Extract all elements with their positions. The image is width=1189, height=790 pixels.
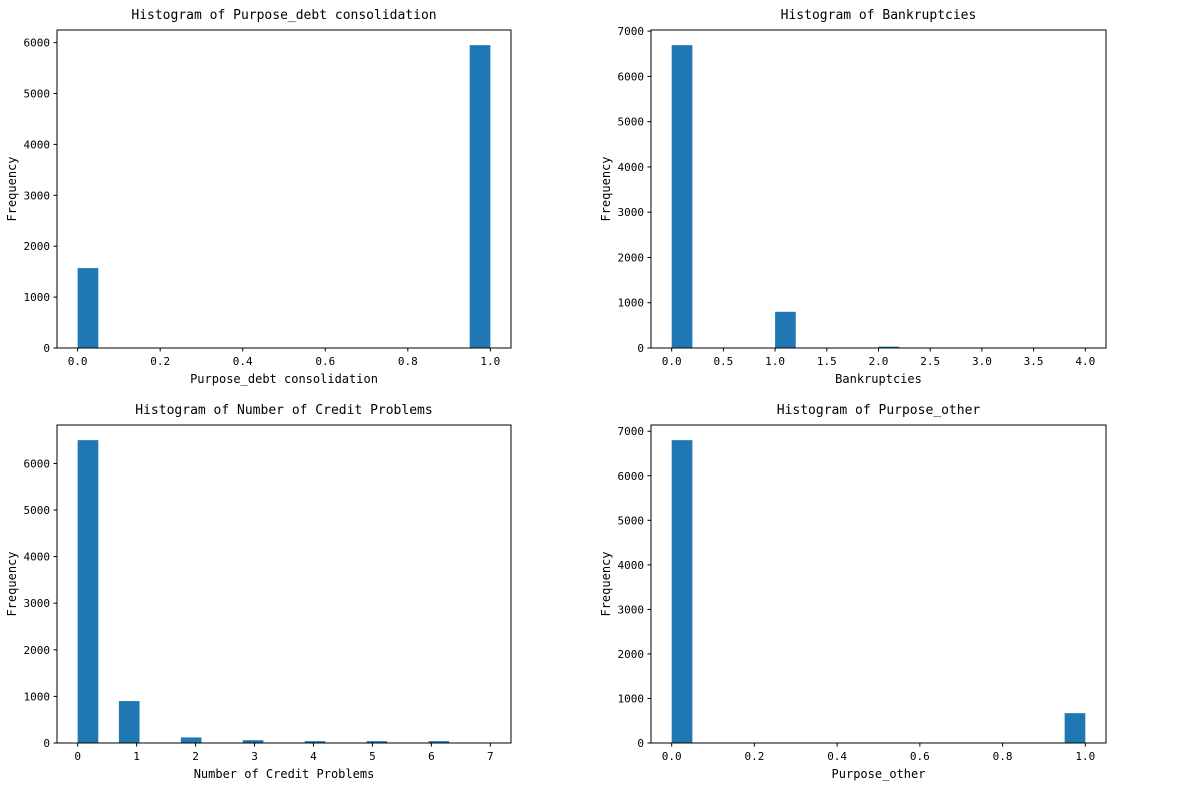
y-tick-label: 2000	[24, 644, 51, 657]
y-axis-label: Frequency	[599, 551, 613, 616]
y-tick-label: 5000	[24, 504, 51, 517]
histogram-svg: 0 1 2 3 4 5 6 7 0 1000 2000 3000 4000 5000 6000 Histogr…	[5, 403, 512, 781]
y-tick-label: 1000	[24, 291, 51, 304]
histogram-svg: 0.0 0.2 0.4 0.6 0.8 1.0 0 1000 2000 3000 4000 5000 6…	[599, 403, 1107, 781]
x-tick-label: 4.0	[1075, 355, 1095, 368]
y-tick-label: 5000	[618, 116, 645, 129]
y-tick-label: 4000	[24, 138, 51, 151]
x-axis-label: Number of Credit Problems	[194, 767, 375, 781]
y-tick-label: 1000	[618, 297, 645, 310]
y-tick-label: 3000	[24, 597, 51, 610]
x-tick-label: 0.2	[744, 750, 764, 763]
x-tick-label: 4	[310, 750, 317, 763]
x-tick-label: 3.5	[1024, 355, 1044, 368]
y-tick-label: 5000	[24, 88, 51, 101]
y-tick-label: 5000	[618, 514, 645, 527]
x-tick-label: 0	[74, 750, 81, 763]
histogram-bar	[428, 741, 450, 743]
x-tick-label: 2.5	[920, 355, 940, 368]
x-tick-label: 0.4	[827, 750, 847, 763]
histogram-bar	[671, 440, 693, 743]
x-axis-label: Bankruptcies	[835, 372, 922, 386]
histogram-bar	[77, 440, 99, 743]
x-tick-label: 3	[251, 750, 258, 763]
subplot-number-of-credit-problems: 0 1 2 3 4 5 6 7 0 1000 2000 3000 4000 5000 6000 Histogr…	[0, 395, 594, 790]
y-tick-label: 3000	[24, 189, 51, 202]
y-axis-label: Frequency	[599, 156, 613, 221]
y-tick-label: 7000	[618, 25, 645, 38]
histogram-svg: 0.0 0.5 1.0 1.5 2.0 2.5 3.0 3.5 4.0 0 1000 2000 3000…	[599, 8, 1107, 386]
y-tick-label: 4000	[618, 161, 645, 174]
x-tick-label: 0.6	[910, 750, 930, 763]
y-tick-label: 4000	[618, 559, 645, 572]
x-tick-label: 5	[369, 750, 376, 763]
y-tick-label: 6000	[24, 37, 51, 50]
y-tick-label: 2000	[24, 240, 51, 253]
y-tick-label: 6000	[618, 70, 645, 83]
axes-frame	[650, 29, 1107, 349]
x-tick-label: 7	[487, 750, 494, 763]
x-axis-label: Purpose_debt consolidation	[190, 372, 378, 386]
histogram-bar	[1064, 713, 1086, 743]
y-tick-label: 1000	[618, 692, 645, 705]
y-tick-label: 2000	[618, 648, 645, 661]
x-tick-label: 0.5	[713, 355, 733, 368]
subplot-bankruptcies: 0.0 0.5 1.0 1.5 2.0 2.5 3.0 3.5 4.0 0 1000 2000 3000…	[594, 0, 1189, 395]
chart-title: Histogram of Purpose_debt consolidation	[131, 8, 436, 23]
x-tick-label: 0.0	[662, 750, 682, 763]
histogram-bar	[77, 268, 99, 348]
histogram-svg: 0.0 0.2 0.4 0.6 0.8 1.0 0 1000 2000 3000 4000 5000 6…	[5, 8, 512, 386]
y-tick-label: 0	[637, 737, 644, 750]
y-tick-label: 3000	[618, 206, 645, 219]
x-tick-label: 0.0	[68, 355, 88, 368]
y-tick-label: 1000	[24, 690, 51, 703]
x-tick-label: 0.2	[150, 355, 170, 368]
histogram-bar	[671, 45, 693, 348]
chart-title: Histogram of Bankruptcies	[781, 8, 977, 23]
y-tick-label: 6000	[24, 457, 51, 470]
x-tick-label: 1.0	[1075, 750, 1095, 763]
x-tick-label: 1.0	[765, 355, 785, 368]
y-tick-label: 0	[637, 342, 644, 355]
x-tick-label: 0.8	[398, 355, 418, 368]
chart-title: Histogram of Number of Credit Problems	[135, 403, 432, 418]
histogram-bar	[304, 741, 326, 743]
histogram-bar	[180, 737, 202, 743]
y-tick-label: 7000	[618, 425, 645, 438]
histogram-bar	[118, 701, 140, 743]
x-tick-label: 0.6	[315, 355, 335, 368]
histogram-bar	[242, 740, 264, 743]
x-tick-label: 6	[428, 750, 435, 763]
y-tick-label: 2000	[618, 251, 645, 264]
y-tick-label: 3000	[618, 603, 645, 616]
x-tick-label: 1.5	[817, 355, 837, 368]
histogram-bar	[878, 346, 900, 348]
y-axis-label: Frequency	[5, 551, 19, 616]
y-axis-label: Frequency	[5, 156, 19, 221]
x-axis-label: Purpose_other	[832, 767, 926, 781]
x-tick-label: 0.4	[233, 355, 253, 368]
axes-frame	[650, 424, 1107, 744]
x-tick-label: 2	[192, 750, 199, 763]
x-tick-label: 1	[133, 750, 140, 763]
histogram-bar	[775, 311, 796, 348]
x-tick-label: 1.0	[480, 355, 500, 368]
axes-frame	[56, 424, 512, 744]
subplot-purpose-other: 0.0 0.2 0.4 0.6 0.8 1.0 0 1000 2000 3000 4000 5000 6…	[594, 395, 1189, 790]
subplot-purpose-debt-consolidation: 0.0 0.2 0.4 0.6 0.8 1.0 0 1000 2000 3000 4000 5000 6…	[0, 0, 594, 395]
y-tick-label: 0	[43, 342, 50, 355]
x-tick-label: 0.8	[993, 750, 1013, 763]
y-tick-label: 4000	[24, 551, 51, 564]
histogram-bar	[469, 45, 491, 349]
axes-frame	[56, 29, 512, 349]
y-tick-label: 0	[43, 737, 50, 750]
histogram-bar	[366, 741, 388, 743]
chart-title: Histogram of Purpose_other	[777, 403, 981, 418]
x-tick-label: 0.0	[662, 355, 682, 368]
y-tick-label: 6000	[618, 470, 645, 483]
x-tick-label: 2.0	[869, 355, 889, 368]
x-tick-label: 3.0	[972, 355, 992, 368]
